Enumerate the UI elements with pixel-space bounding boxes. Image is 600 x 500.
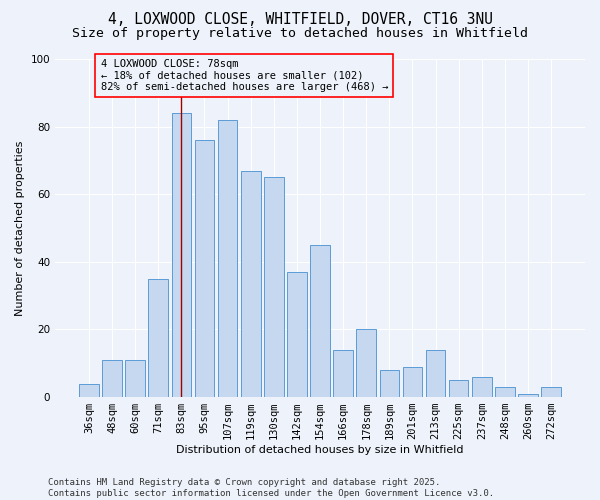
Bar bbox=[403, 366, 422, 397]
Bar bbox=[287, 272, 307, 397]
Bar bbox=[264, 178, 284, 397]
Bar bbox=[334, 350, 353, 397]
Bar bbox=[102, 360, 122, 397]
Text: 4 LOXWOOD CLOSE: 78sqm
← 18% of detached houses are smaller (102)
82% of semi-de: 4 LOXWOOD CLOSE: 78sqm ← 18% of detached… bbox=[101, 59, 388, 92]
Text: Contains HM Land Registry data © Crown copyright and database right 2025.
Contai: Contains HM Land Registry data © Crown c… bbox=[48, 478, 494, 498]
Bar bbox=[426, 350, 445, 397]
Bar bbox=[518, 394, 538, 397]
Text: Size of property relative to detached houses in Whitfield: Size of property relative to detached ho… bbox=[72, 28, 528, 40]
Bar bbox=[125, 360, 145, 397]
X-axis label: Distribution of detached houses by size in Whitfield: Distribution of detached houses by size … bbox=[176, 445, 464, 455]
Bar bbox=[380, 370, 399, 397]
Bar bbox=[541, 387, 561, 397]
Bar bbox=[495, 387, 515, 397]
Y-axis label: Number of detached properties: Number of detached properties bbox=[15, 140, 25, 316]
Bar bbox=[310, 245, 330, 397]
Bar bbox=[449, 380, 469, 397]
Bar bbox=[218, 120, 238, 397]
Bar bbox=[472, 377, 491, 397]
Bar bbox=[356, 330, 376, 397]
Bar bbox=[241, 170, 260, 397]
Bar bbox=[194, 140, 214, 397]
Bar bbox=[148, 279, 168, 397]
Text: 4, LOXWOOD CLOSE, WHITFIELD, DOVER, CT16 3NU: 4, LOXWOOD CLOSE, WHITFIELD, DOVER, CT16… bbox=[107, 12, 493, 28]
Bar bbox=[172, 113, 191, 397]
Bar bbox=[79, 384, 99, 397]
